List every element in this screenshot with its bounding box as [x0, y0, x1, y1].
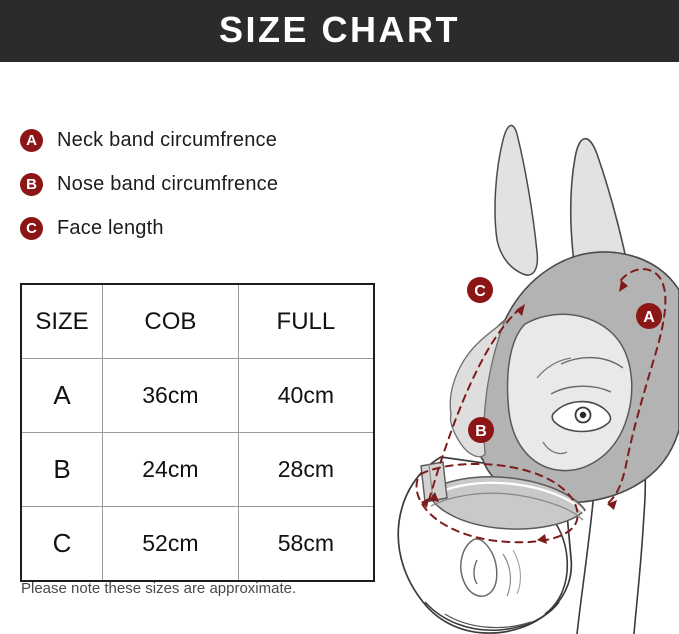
table-cell-cob-c: 52cm	[102, 506, 239, 582]
table-cell-full-a: 40cm	[237, 358, 375, 433]
table-cell-full-c: 58cm	[237, 506, 375, 582]
legend-item-b: B Nose band circumfrence	[20, 162, 360, 206]
table-cell-size-c: C	[20, 506, 103, 582]
marker-badge-b: B	[468, 417, 494, 443]
ear-left	[494, 124, 539, 276]
table-row: B 24cm 28cm	[20, 432, 375, 507]
marker-badge-a-label: A	[643, 309, 655, 326]
measure-line-b	[415, 462, 579, 544]
page-title: SIZE CHART	[219, 9, 460, 50]
footnote-text: Please note these sizes are approximate.	[21, 580, 297, 597]
legend-label-b: Nose band circumfrence	[57, 172, 279, 195]
table-cell-size-b: B	[20, 432, 103, 507]
table-cell-cob-b: 24cm	[102, 432, 239, 507]
badge-c-icon: C	[20, 216, 43, 240]
legend-item-c: C Face length	[20, 206, 360, 250]
legend-list: A Neck band circumfrence B Nose band cir…	[20, 118, 360, 250]
mask-eye-panel	[506, 313, 633, 472]
table-cell-cob-a: 36cm	[102, 358, 239, 433]
size-table: SIZE COB FULL A 36cm 40cm B 24cm 28cm C …	[20, 283, 375, 582]
header-bar: SIZE CHART	[0, 0, 679, 62]
table-header-full: FULL	[237, 283, 375, 359]
table-cell-size-a: A	[20, 358, 103, 433]
marker-badge-c: C	[467, 277, 493, 303]
marker-badge-b-label: B	[475, 423, 487, 440]
table-cell-full-b: 28cm	[237, 432, 375, 507]
left-column: A Neck band circumfrence B Nose band cir…	[0, 62, 392, 634]
table-header-size: SIZE	[20, 283, 103, 359]
mask-side-panel	[449, 319, 506, 458]
badge-a-icon: A	[20, 128, 43, 152]
legend-label-c: Face length	[57, 216, 164, 239]
table-header-cob: COB	[102, 283, 239, 359]
horse-head-fly-mask-svg: C B A	[397, 124, 679, 634]
horse-eye	[536, 356, 624, 455]
measure-line-a	[606, 268, 667, 510]
measure-line-c	[428, 303, 526, 502]
fly-mask-hood	[420, 251, 679, 530]
legend-label-a: Neck band circumfrence	[57, 128, 278, 151]
table-row: C 52cm 58cm	[20, 506, 375, 582]
table-header-row: SIZE COB FULL	[20, 283, 375, 359]
marker-badge-c-label: C	[474, 283, 486, 300]
table-row: A 36cm 40cm	[20, 358, 375, 433]
badge-b-icon: B	[20, 172, 43, 196]
marker-badge-a: A	[636, 303, 662, 329]
legend-item-a: A Neck band circumfrence	[20, 118, 360, 162]
horse-head-illustration: C B A	[385, 62, 679, 634]
